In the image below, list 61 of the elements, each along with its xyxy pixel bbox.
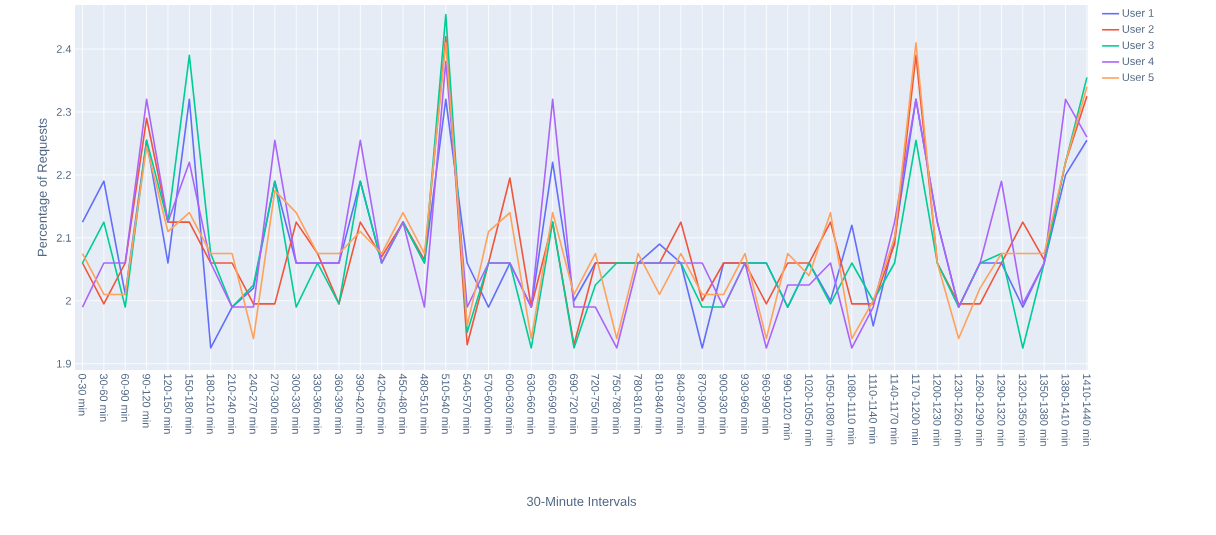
x-tick-label: 420-450 min [377, 373, 386, 434]
x-tick-label: 1050-1080 min [826, 374, 835, 446]
x-tick-label: 450-480 min [399, 373, 408, 434]
x-tick-label: 1380-1410 min [1061, 374, 1070, 446]
x-tick-label: 1350-1380 min [1040, 374, 1049, 446]
x-tick-label: 900-930 min [719, 374, 728, 434]
x-tick-label: 180-210 min [206, 374, 215, 434]
x-tick-label: 750-780 min [612, 374, 621, 434]
x-tick-label: 1230-1260 min [954, 374, 963, 446]
y-tick-label: 2.2 [56, 171, 71, 179]
x-tick-label: 690-720 min [569, 374, 579, 434]
x-tick-label: 1080-1110 min [847, 374, 856, 445]
x-tick-label: 1320-1350 min [1018, 374, 1027, 446]
x-tick-label: 1170-1200 min [911, 374, 920, 446]
x-tick-label: 1020-1050 min [805, 374, 814, 446]
x-tick-label: 1200-1230 min [933, 374, 942, 446]
x-tick-label: 810-840 min [655, 373, 664, 434]
x-tick-label: 90-120 min [142, 374, 151, 428]
legend-label: User 5 [1122, 73, 1154, 82]
x-tick-label: 1410-1440 min [1082, 374, 1091, 446]
y-tick-label: 2.1 [56, 234, 71, 242]
legend-label: User 2 [1122, 25, 1154, 33]
x-tick-label: 930-960 min [740, 374, 749, 434]
y-tick-label: 2 [65, 296, 71, 305]
x-tick-label: 480-510 min [420, 373, 429, 434]
x-tick-label: 780-810 min [634, 374, 643, 434]
x-tick-label: 270-300 min [270, 374, 279, 434]
x-axis-title: 30-Minute Intervals [526, 496, 637, 507]
x-tick-label: 600-630 min [505, 374, 514, 434]
x-tick-label: 1290-1320 min [997, 374, 1006, 446]
y-tick-label: 2.3 [56, 108, 72, 116]
x-tick-label: 840-870 min [676, 373, 685, 434]
x-tick-label: 240-270 min [249, 374, 258, 434]
x-tick-label: 0-30 min [78, 373, 87, 416]
legend-label: User 4 [1122, 57, 1154, 66]
x-tick-label: 630-660 min [527, 374, 536, 434]
x-tick-label: 300-330 min [292, 373, 301, 434]
x-tick-label: 540-570 min [463, 373, 472, 434]
x-tick-label: 1140-1170 min [890, 374, 899, 445]
x-tick-label: 720-750 min [591, 374, 600, 434]
y-axis-title: Percentage of Requests [37, 118, 50, 256]
x-tick-label: 30-60 min [99, 373, 108, 422]
legend-label: User 1 [1122, 9, 1154, 17]
legend-label: User 3 [1122, 41, 1154, 50]
y-tick-label: 2.4 [56, 45, 72, 53]
x-tick-label: 360-390 min [334, 373, 343, 434]
x-tick-label: 510-540 min [441, 373, 450, 434]
x-tick-label: 570-600 min [484, 373, 493, 434]
x-tick-label: 990-1020 min [783, 374, 792, 440]
y-tick-label: 1.9 [57, 359, 71, 368]
x-tick-label: 210-240 min [228, 374, 237, 434]
x-tick-label: 330-360 min [313, 373, 322, 434]
x-tick-label: 1260-1290 min [976, 374, 985, 446]
x-tick-label: 870-900 min [698, 373, 707, 434]
x-tick-label: 120-150 min [163, 374, 172, 434]
x-tick-label: 660-690 min [548, 374, 557, 434]
x-tick-label: 1110-1140 min [869, 374, 878, 444]
x-tick-label: 150-180 min [185, 374, 194, 434]
x-tick-label: 60-90 min [121, 374, 130, 422]
x-tick-label: 390-420 min [356, 373, 365, 434]
x-tick-label: 960-990 min [762, 374, 771, 434]
